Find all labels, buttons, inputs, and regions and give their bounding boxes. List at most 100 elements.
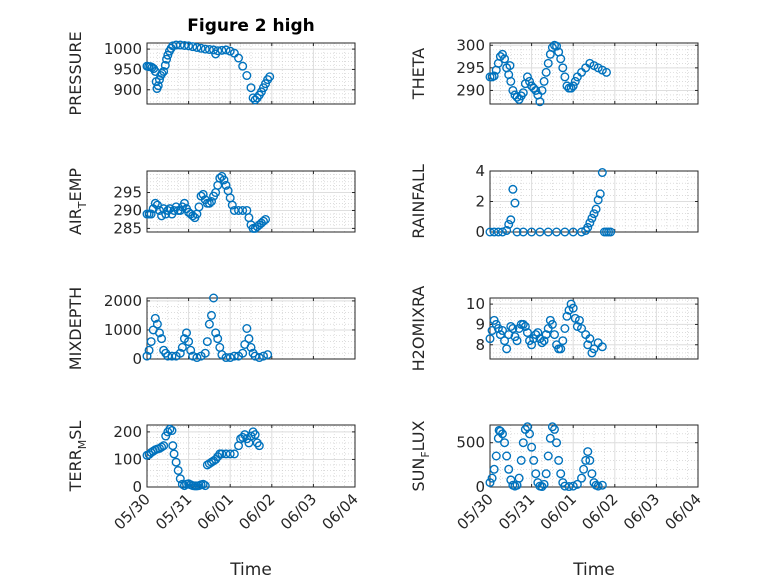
y-tick-label: 10 <box>466 295 485 313</box>
data-point <box>162 54 172 64</box>
y-axis-label-rest: LUX <box>409 420 428 451</box>
data-point <box>188 211 198 221</box>
data-point <box>543 227 553 237</box>
data-point <box>560 227 570 237</box>
data-point <box>525 429 535 439</box>
data-point <box>493 324 503 334</box>
data-point <box>227 200 237 210</box>
x-axis-label-left: Time <box>229 560 272 580</box>
data-point <box>497 326 507 336</box>
data-point <box>543 451 553 461</box>
data-point <box>502 344 512 354</box>
data-point <box>497 49 507 59</box>
y-tick-label: 1000 <box>104 40 142 58</box>
data-point <box>531 469 541 479</box>
data-point <box>541 67 551 77</box>
axes-box <box>146 297 356 360</box>
data-point <box>150 198 160 208</box>
data-point <box>500 438 510 448</box>
data-point <box>200 44 210 54</box>
data-point <box>238 348 248 358</box>
data-point <box>157 334 167 344</box>
y-tick-label: 9 <box>475 315 485 333</box>
data-point <box>157 68 167 78</box>
data-point <box>547 43 557 53</box>
data-point <box>487 326 497 336</box>
y-tick-label: 295 <box>456 59 485 77</box>
data-point <box>493 227 503 237</box>
data-point <box>579 464 589 474</box>
data-point <box>184 41 194 51</box>
data-point <box>547 319 557 329</box>
subplot-4: 0 2 4 RAINFALL <box>409 162 699 241</box>
data-point <box>202 337 212 347</box>
data-point <box>182 328 192 338</box>
data-point <box>192 353 202 363</box>
data-point <box>522 328 532 338</box>
data-point <box>179 481 189 491</box>
data-point <box>539 76 549 86</box>
y-tick-label: 0 <box>132 478 142 496</box>
data-point <box>200 481 210 491</box>
y-axis-label: SUNFLUX <box>409 420 432 491</box>
data-point <box>263 350 273 360</box>
data-point <box>591 204 601 214</box>
y-axis-label: THETA <box>409 48 428 100</box>
data-point <box>213 46 223 56</box>
data-point <box>568 81 578 91</box>
data-point <box>213 334 223 344</box>
y-axis-label: MIXDEPTH <box>66 287 85 370</box>
data-point <box>543 58 553 68</box>
data-point <box>560 324 570 334</box>
y-tick-label: 300 <box>456 36 485 54</box>
data-point <box>206 310 216 320</box>
data-point <box>585 334 595 344</box>
data-point <box>570 76 580 86</box>
data-point <box>585 218 595 228</box>
data-point <box>200 348 210 358</box>
data-point <box>171 457 181 467</box>
data-point <box>159 441 169 451</box>
data-point <box>177 479 187 489</box>
data-point <box>179 40 189 50</box>
data-point <box>163 351 173 361</box>
data-point <box>568 481 578 491</box>
y-tick-label: 900 <box>113 81 142 99</box>
y-axis-label-subscript: F <box>419 451 432 457</box>
data-point <box>171 40 181 50</box>
data-point <box>206 196 216 206</box>
data-point <box>572 321 582 331</box>
y-axis-label: RAINFALL <box>409 164 428 239</box>
data-point <box>505 61 515 71</box>
data-point <box>163 50 173 60</box>
data-point <box>229 351 239 361</box>
subplot-5: 0 1000 2000 MIXDEPTH <box>66 287 356 370</box>
data-point <box>537 482 547 492</box>
data-point <box>527 442 537 452</box>
data-point <box>146 337 156 347</box>
subplot-2: 290 295 300 THETA <box>409 36 699 107</box>
data-point <box>606 227 616 237</box>
data-point <box>225 46 235 56</box>
data-point <box>595 189 605 199</box>
data-point <box>485 334 495 344</box>
data-point <box>234 205 244 215</box>
data-point <box>587 469 597 479</box>
data-point <box>552 438 562 448</box>
data-point <box>258 216 268 226</box>
subplot-1: 900 950 1000 PRESSURE <box>66 31 356 116</box>
data-point <box>522 72 532 82</box>
data-point <box>225 449 235 459</box>
data-point <box>489 464 499 474</box>
data-point <box>535 97 545 107</box>
y-tick-label: 200 <box>113 423 142 441</box>
data-point <box>217 45 227 55</box>
data-point <box>570 313 580 323</box>
data-point <box>169 449 179 459</box>
data-point <box>173 465 183 475</box>
data-point <box>229 205 239 215</box>
data-point <box>154 328 164 338</box>
data-point <box>541 469 551 479</box>
